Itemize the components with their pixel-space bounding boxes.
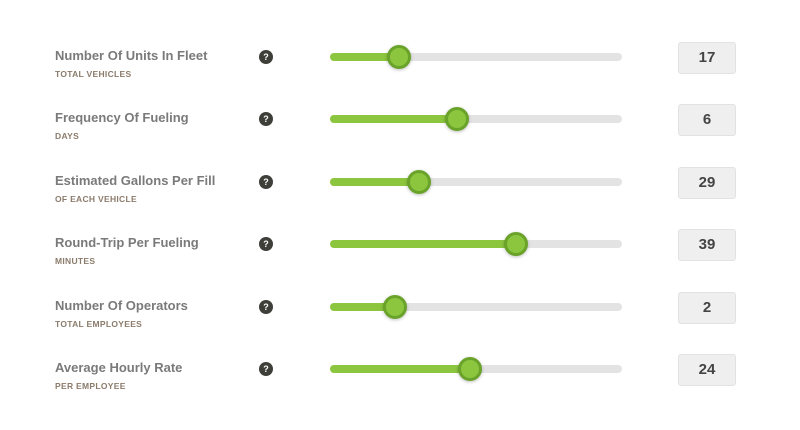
slider-fill bbox=[330, 115, 458, 124]
slider-handle[interactable] bbox=[386, 45, 411, 69]
value-input[interactable]: 6 bbox=[678, 104, 736, 137]
field-label: Frequency Of Fueling bbox=[55, 110, 189, 126]
question-circle-icon[interactable]: ? bbox=[259, 362, 273, 376]
field-sublabel: PER EMPLOYEE bbox=[55, 381, 126, 391]
slider-fill bbox=[330, 365, 470, 373]
row-frequency-of-fueling: Frequency Of Fueling DAYS ? 6 bbox=[0, 104, 800, 179]
field-sublabel: MINUTES bbox=[55, 256, 96, 267]
slider[interactable] bbox=[330, 169, 622, 194]
value-input[interactable]: 2 bbox=[678, 291, 736, 324]
question-circle-icon[interactable]: ? bbox=[259, 112, 273, 127]
slider-fill bbox=[330, 53, 399, 61]
slider-handle[interactable] bbox=[504, 232, 528, 257]
field-label: Number Of Operators bbox=[55, 297, 188, 313]
slider[interactable] bbox=[330, 294, 622, 319]
field-label: Average Hourly Rate bbox=[55, 360, 183, 375]
slider[interactable] bbox=[330, 107, 622, 132]
value-input[interactable]: 24 bbox=[678, 354, 736, 386]
slider-fill bbox=[330, 240, 516, 249]
row-estimated-gallons-per-fill: Estimated Gallons Per Fill OF EACH VEHIC… bbox=[0, 166, 800, 242]
value-input[interactable]: 29 bbox=[678, 166, 736, 199]
question-circle-icon[interactable]: ? bbox=[259, 50, 273, 64]
field-sublabel: TOTAL VEHICLES bbox=[55, 69, 132, 79]
field-label: Number Of Units In Fleet bbox=[55, 48, 208, 63]
value-input[interactable]: 17 bbox=[678, 42, 736, 74]
slider-fill bbox=[330, 177, 420, 186]
slider-handle[interactable] bbox=[445, 107, 470, 132]
question-circle-icon[interactable]: ? bbox=[259, 299, 273, 314]
slider-handle[interactable] bbox=[457, 357, 482, 381]
question-circle-icon[interactable]: ? bbox=[259, 237, 273, 252]
row-round-trip-per-fueling: Round-Trip Per Fueling MINUTES ? 39 bbox=[0, 229, 800, 304]
slider[interactable] bbox=[330, 232, 622, 257]
slider[interactable] bbox=[330, 45, 622, 69]
field-sublabel: TOTAL EMPLOYEES bbox=[55, 318, 143, 329]
value-input[interactable]: 39 bbox=[678, 229, 736, 262]
field-sublabel: DAYS bbox=[55, 131, 80, 142]
slider-fill bbox=[330, 302, 396, 311]
question-circle-icon[interactable]: ? bbox=[259, 174, 273, 189]
slider[interactable] bbox=[330, 357, 622, 381]
row-number-of-operators: Number Of Operators TOTAL EMPLOYEES ? 2 bbox=[0, 291, 800, 367]
row-number-of-units-in-fleet: Number Of Units In Fleet TOTAL VEHICLES … bbox=[0, 42, 800, 117]
slider-handle[interactable] bbox=[407, 169, 432, 194]
field-label: Round-Trip Per Fueling bbox=[55, 235, 199, 251]
row-average-hourly-rate: Average Hourly Rate PER EMPLOYEE ? 24 bbox=[0, 354, 800, 429]
slider-handle[interactable] bbox=[383, 294, 408, 319]
field-sublabel: OF EACH VEHICLE bbox=[55, 193, 137, 204]
field-label: Estimated Gallons Per Fill bbox=[55, 172, 216, 188]
